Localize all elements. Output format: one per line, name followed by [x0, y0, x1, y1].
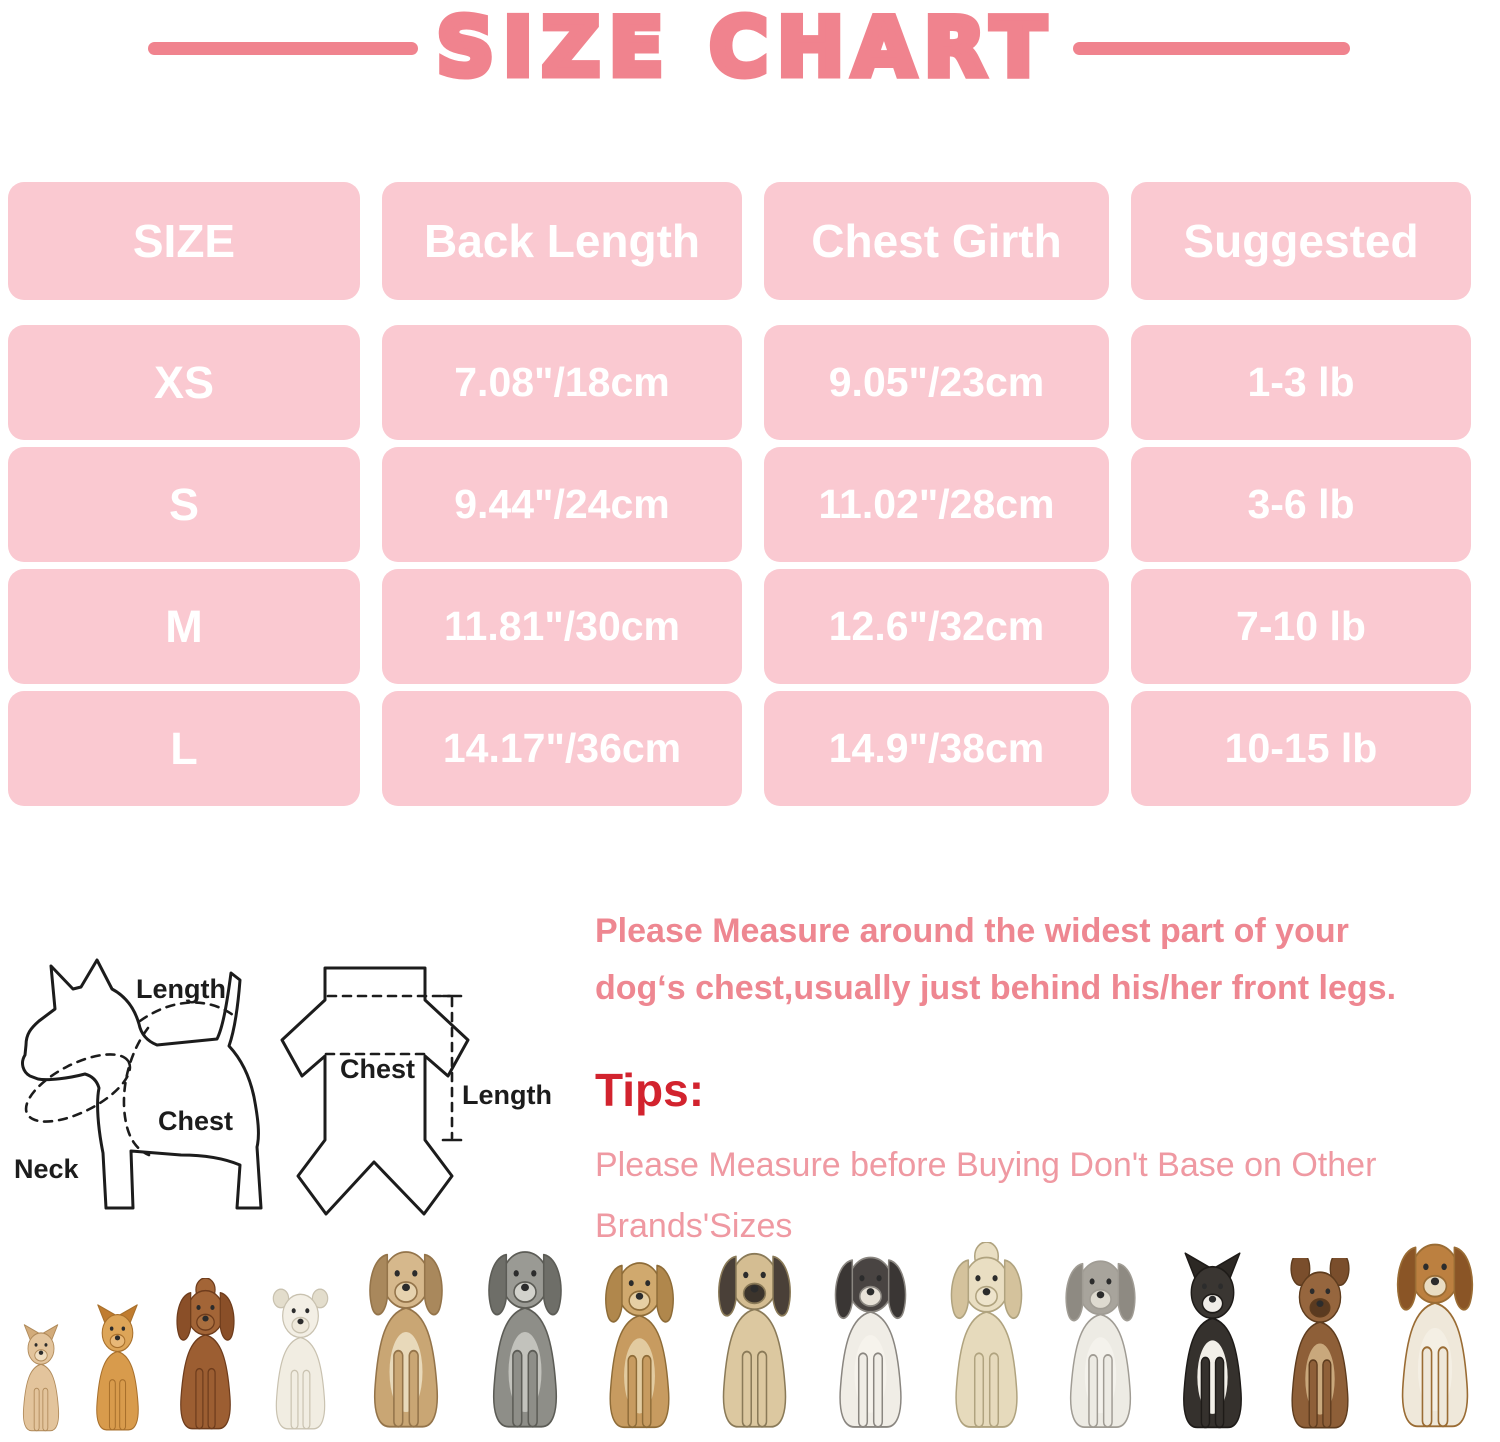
dog-photo-toy-poodle-brown [176, 1278, 235, 1430]
dog-photo-french-bulldog [1290, 1258, 1350, 1429]
size-table: SIZE Back Length Chest Girth Suggested XS 7.0… [8, 182, 1471, 806]
dog-photo-pomeranian [95, 1304, 139, 1431]
label-length-side: Length [136, 974, 226, 1004]
dog-outline [21, 958, 263, 1210]
dog-photo-chihuahua [22, 1324, 60, 1432]
table-value-cell: 12.6"/32cm [764, 569, 1109, 684]
page-title: SIZE CHART [433, 0, 1055, 98]
tips-line1: Please Measure before Buying Don't Base … [595, 1146, 1377, 1184]
table-value-cell: 9.05"/23cm [764, 325, 1109, 440]
label-chest-flat: Chest [340, 1054, 415, 1084]
garment-outline [280, 966, 470, 1216]
label-neck: Neck [14, 1154, 80, 1184]
chest-girth-dashed-line [122, 1026, 151, 1157]
title-decor-bar-left [148, 41, 418, 55]
table-value-cell: 14.9"/38cm [764, 691, 1109, 806]
neck-dashed-line [24, 1053, 132, 1123]
table-size-cell: XS [8, 325, 360, 440]
label-length-flat: Length [462, 1080, 552, 1110]
dog-photo-bichon-frise [272, 1288, 328, 1430]
title-decor-bar-right [1072, 41, 1350, 55]
dog-photo-boston-terrier [1182, 1252, 1242, 1429]
dog-photo-pug [717, 1252, 791, 1428]
header: SIZE CHART [0, 0, 1500, 98]
table-value-cell: 10-15 lb [1131, 691, 1471, 806]
dog-photo-havanese [605, 1262, 675, 1429]
table-value-cell: 7-10 lb [1131, 569, 1471, 684]
table-header-cell: Chest Girth [764, 182, 1109, 300]
table-value-cell: 7.08"/18cm [382, 325, 742, 440]
dog-breeds-strip [10, 1226, 1492, 1436]
dog-measurement-diagram: Length Chest Neck Chest Length [14, 958, 552, 1216]
table-value-cell: 14.17"/36cm [382, 691, 742, 806]
table-header-cell: Suggested [1131, 182, 1471, 300]
dog-photo-shih-tzu [369, 1251, 443, 1428]
table-size-cell: M [8, 569, 360, 684]
back-length-dashed-line [138, 1001, 235, 1023]
dog-photo-beagle [1396, 1243, 1474, 1428]
measure-instruction-line2: dog‘s chest,usually just behind his/her … [595, 969, 1397, 1007]
table-header-cell: Back Length [382, 182, 742, 300]
measure-instruction-line1: Please Measure around the widest part of… [595, 912, 1349, 950]
table-size-cell: S [8, 447, 360, 562]
dog-photo-poodle-cream [950, 1242, 1023, 1428]
tips-line2: Brands'Sizes [595, 1207, 793, 1245]
table-value-cell: 9.44"/24cm [382, 447, 742, 562]
table-header-cell: SIZE [8, 182, 360, 300]
table-size-cell: L [8, 691, 360, 806]
dog-photo-cavalier-king-charles [834, 1256, 907, 1428]
table-value-cell: 3-6 lb [1131, 447, 1471, 562]
measuring-notes: Please Measure around the widest part of… [595, 903, 1490, 1257]
table-value-cell: 1-3 lb [1131, 325, 1471, 440]
dog-photo-jack-russell [1065, 1260, 1136, 1429]
table-value-cell: 11.81"/30cm [382, 569, 742, 684]
tips-heading: Tips: [595, 1064, 705, 1116]
label-chest-side: Chest [158, 1106, 233, 1136]
table-value-cell: 11.02"/28cm [764, 447, 1109, 562]
dog-photo-schnauzer [487, 1251, 562, 1428]
